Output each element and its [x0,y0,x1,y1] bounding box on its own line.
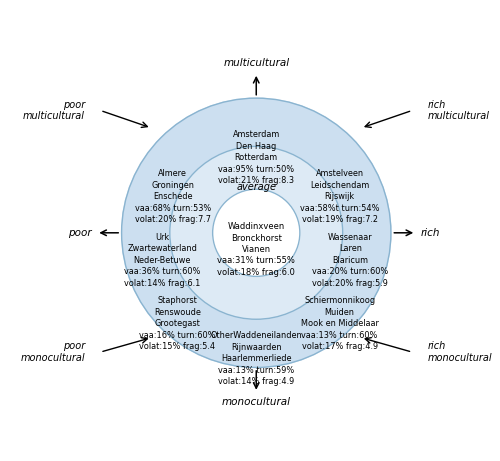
Text: rich
monocultural: rich monocultural [428,341,492,363]
Text: poor
multicultural: poor multicultural [23,100,85,121]
Text: Wassenaar
Laren
Blaricum
vaa:20% turn:60%
volat:20% frag:5.9: Wassenaar Laren Blaricum vaa:20% turn:60… [312,233,388,288]
Text: poor
monocultural: poor monocultural [20,341,85,363]
Text: Amsterdam
Den Haag
Rotterdam
vaa:95% turn:50%
volat:21% frag:8.3: Amsterdam Den Haag Rotterdam vaa:95% tur… [218,130,294,185]
Circle shape [212,189,300,277]
Text: multicultural: multicultural [223,59,290,68]
Text: Amstelveen
Leidschendam
Rijswijk
vaa:58%t turn:54%
volat:19% frag:7.2: Amstelveen Leidschendam Rijswijk vaa:58%… [300,169,380,224]
Text: Urk
Zwartewaterland
Neder-Betuwe
vaa:36% turn:60%
volat:14% frag:6.1: Urk Zwartewaterland Neder-Betuwe vaa:36%… [124,233,200,288]
Text: rich
multicultural: rich multicultural [428,100,490,121]
Text: Schiermonnikoog
Muiden
Mook en Middelaar
vaa:13% turn:60%
volat:17% frag:4.9: Schiermonnikoog Muiden Mook en Middelaar… [300,296,378,351]
Text: monocultural: monocultural [222,397,291,407]
Circle shape [170,146,342,319]
Text: OtherWaddeneilanden
Rijnwaarden
Haarlemmerliede
vaa:13% turn:59%
volat:14% frag:: OtherWaddeneilanden Rijnwaarden Haarlemm… [210,331,302,386]
Circle shape [122,98,391,367]
Text: poor: poor [68,228,92,238]
Text: Waddinxveen
Bronckhorst
Vianen
vaa:31% turn:55%
volat:18% frag:6.0: Waddinxveen Bronckhorst Vianen vaa:31% t… [218,222,295,277]
Text: rich: rich [420,228,440,238]
Text: Staphorst
Renswoude
Grootegast
vaa:16% turn:60%
volat:15% frag:5.4: Staphorst Renswoude Grootegast vaa:16% t… [139,296,216,351]
Text: average: average [236,182,276,192]
Text: Almere
Groningen
Enschede
vaa:68% turn:53%
volat:20% frag:7.7: Almere Groningen Enschede vaa:68% turn:5… [134,169,211,224]
